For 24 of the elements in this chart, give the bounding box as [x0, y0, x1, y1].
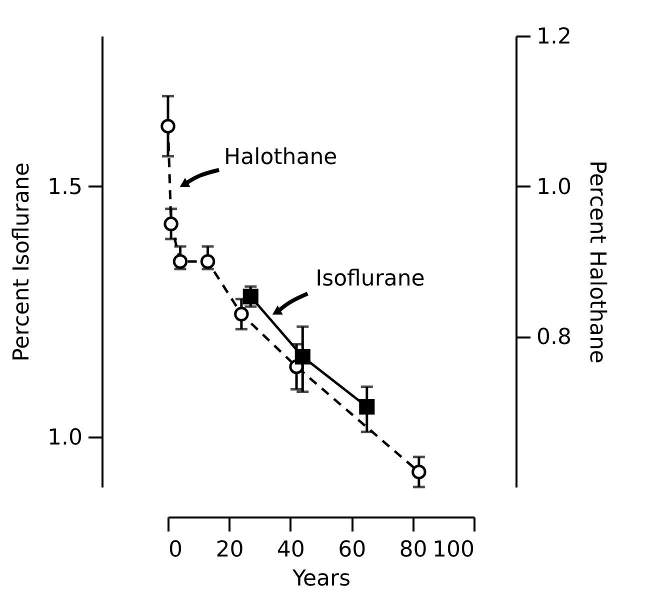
y-axis-title: Percent Isoflurane	[10, 162, 35, 362]
x-tick-label: 100	[432, 538, 474, 562]
point	[164, 216, 178, 232]
x-tick-label: 0	[168, 538, 182, 562]
point	[412, 464, 426, 480]
x-tick-label: 80	[399, 538, 428, 562]
text: Halothane	[224, 144, 338, 170]
x-tick-label: 60	[338, 538, 366, 562]
point	[160, 118, 176, 134]
x-axis-title: Years	[291, 566, 351, 592]
point	[172, 254, 188, 269]
point	[294, 348, 310, 364]
y2-tick-label: 0.8	[536, 325, 572, 350]
y2-axis-title: Percent Halothane	[584, 160, 610, 364]
point	[242, 288, 258, 304]
x-tick-label: 20	[216, 538, 244, 562]
y2-tick-label: 1.2	[536, 24, 572, 50]
point	[234, 306, 249, 322]
y-tick-label: 1.5	[48, 174, 82, 200]
point	[200, 254, 216, 269]
text: Isoflurane	[316, 266, 425, 292]
x-tick-label: 40	[276, 538, 305, 562]
point	[359, 399, 375, 415]
y2-tick-label: 1.0	[536, 174, 572, 200]
